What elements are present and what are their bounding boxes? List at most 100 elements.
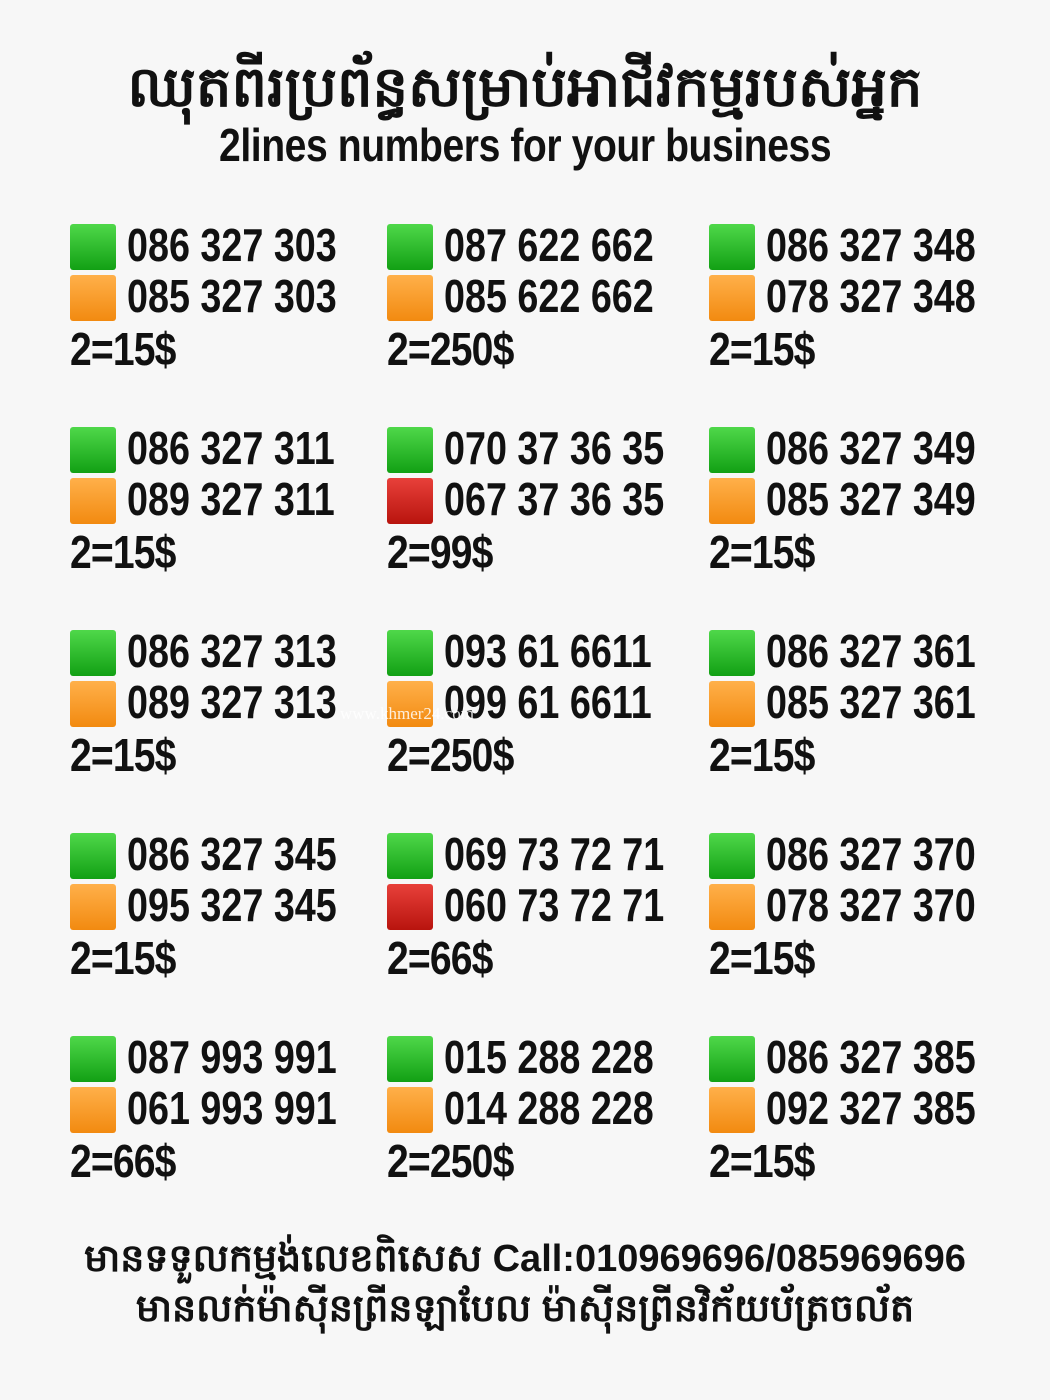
price-label: 2=15$ xyxy=(709,323,815,375)
phone-line: 085 327 349 xyxy=(709,473,1029,525)
orange-square-icon xyxy=(709,884,755,930)
phone-number: 085 622 662 xyxy=(444,270,654,322)
orange-square-icon xyxy=(70,884,116,930)
price-label: 2=66$ xyxy=(70,1135,176,1187)
phone-number: 086 327 361 xyxy=(766,625,976,677)
green-square-icon xyxy=(709,224,755,270)
footer-printer-line: មានលក់ម៉ាស៊ីនព្រីនឡាបែល ម៉ាស៊ីនព្រីនវិក័… xyxy=(135,1288,915,1330)
phone-number: 095 327 345 xyxy=(127,879,337,931)
phone-number: 015 288 228 xyxy=(444,1031,654,1083)
phone-line: 086 327 361 xyxy=(709,625,1029,677)
green-square-icon xyxy=(709,833,755,879)
price-label: 2=15$ xyxy=(70,323,176,375)
phone-line: 061 993 991 xyxy=(70,1082,390,1134)
phone-number: 086 327 385 xyxy=(766,1031,976,1083)
phone-number: 070 37 36 35 xyxy=(444,422,665,474)
phone-line: 089 327 313 xyxy=(70,676,390,728)
green-square-icon xyxy=(387,833,433,879)
phone-line: 060 73 72 71 xyxy=(387,879,707,931)
phone-number: 060 73 72 71 xyxy=(444,879,665,931)
phone-number: 069 73 72 71 xyxy=(444,828,665,880)
phone-line: 086 327 311 xyxy=(70,422,390,474)
orange-square-icon xyxy=(709,681,755,727)
green-square-icon xyxy=(387,1036,433,1082)
price-label: 2=66$ xyxy=(387,932,493,984)
phone-number: 086 327 311 xyxy=(127,422,335,474)
green-square-icon xyxy=(70,1036,116,1082)
number-set-card: 086 327 345 095 327 345 2=15$ xyxy=(70,828,390,1011)
green-square-icon xyxy=(387,427,433,473)
green-square-icon xyxy=(70,630,116,676)
price-label: 2=15$ xyxy=(709,526,815,578)
green-square-icon xyxy=(70,224,116,270)
phone-line: 087 993 991 xyxy=(70,1031,390,1083)
price-label: 2=250$ xyxy=(387,1135,514,1187)
phone-line: 014 288 228 xyxy=(387,1082,707,1134)
phone-number: 086 327 370 xyxy=(766,828,976,880)
orange-square-icon xyxy=(709,478,755,524)
phone-line: 087 622 662 xyxy=(387,219,707,271)
phone-line: 070 37 36 35 xyxy=(387,422,707,474)
phone-number: 067 37 36 35 xyxy=(444,473,665,525)
phone-number: 087 622 662 xyxy=(444,219,654,271)
phone-number: 092 327 385 xyxy=(766,1082,976,1134)
phone-line: 093 61 6611 xyxy=(387,625,707,677)
phone-line: 086 327 349 xyxy=(709,422,1029,474)
orange-square-icon xyxy=(70,1087,116,1133)
phone-line: 095 327 345 xyxy=(70,879,390,931)
phone-number: 078 327 370 xyxy=(766,879,976,931)
green-square-icon xyxy=(70,427,116,473)
orange-square-icon xyxy=(709,1087,755,1133)
phone-line: 086 327 345 xyxy=(70,828,390,880)
phone-number: 085 327 349 xyxy=(766,473,976,525)
phone-line: 089 327 311 xyxy=(70,473,390,525)
number-set-card: 086 327 303 085 327 303 2=15$ xyxy=(70,219,390,402)
phone-line: 099 61 6611 xyxy=(387,676,707,728)
number-set-card: 070 37 36 35 067 37 36 35 2=99$ xyxy=(387,422,707,605)
number-set-card: 086 327 385 092 327 385 2=15$ xyxy=(709,1031,1029,1214)
price-label: 2=15$ xyxy=(709,729,815,781)
phone-line: 069 73 72 71 xyxy=(387,828,707,880)
price-label: 2=15$ xyxy=(70,526,176,578)
number-set-card: 086 327 348 078 327 348 2=15$ xyxy=(709,219,1029,402)
phone-line: 086 327 370 xyxy=(709,828,1029,880)
phone-line: 086 327 385 xyxy=(709,1031,1029,1083)
orange-square-icon xyxy=(70,275,116,321)
number-set-card: 087 993 991 061 993 991 2=66$ xyxy=(70,1031,390,1214)
title-khmer: ឈុតពីរប្រព័ន្ធសម្រាប់អាជីវកម្មរបស់អ្នក xyxy=(127,55,923,118)
phone-number: 086 327 345 xyxy=(127,828,337,880)
phone-line: 078 327 370 xyxy=(709,879,1029,931)
number-set-card: 086 327 370 078 327 370 2=15$ xyxy=(709,828,1029,1011)
orange-square-icon xyxy=(387,275,433,321)
phone-number: 086 327 348 xyxy=(766,219,976,271)
number-set-card: 086 327 313 089 327 313 2=15$ xyxy=(70,625,390,808)
green-square-icon xyxy=(709,1036,755,1082)
phone-line: 085 622 662 xyxy=(387,270,707,322)
orange-square-icon xyxy=(387,681,433,727)
phone-line: 086 327 313 xyxy=(70,625,390,677)
phone-number: 085 327 303 xyxy=(127,270,337,322)
phone-line: 085 327 361 xyxy=(709,676,1029,728)
red-square-icon xyxy=(387,478,433,524)
price-label: 2=99$ xyxy=(387,526,493,578)
green-square-icon xyxy=(709,427,755,473)
orange-square-icon xyxy=(70,478,116,524)
phone-line: 086 327 303 xyxy=(70,219,390,271)
green-square-icon xyxy=(709,630,755,676)
phone-number: 089 327 313 xyxy=(127,676,337,728)
phone-number: 014 288 228 xyxy=(444,1082,654,1134)
number-set-card: 086 327 311 089 327 311 2=15$ xyxy=(70,422,390,605)
phone-line: 015 288 228 xyxy=(387,1031,707,1083)
phone-line: 092 327 385 xyxy=(709,1082,1029,1134)
phone-line: 086 327 348 xyxy=(709,219,1029,271)
phone-number: 099 61 6611 xyxy=(444,676,652,728)
title-english: 2lines numbers for your business xyxy=(218,119,832,171)
number-set-card: 093 61 6611 099 61 6611 2=250$ xyxy=(387,625,707,808)
orange-square-icon xyxy=(70,681,116,727)
number-set-card: 015 288 228 014 288 228 2=250$ xyxy=(387,1031,707,1214)
price-label: 2=15$ xyxy=(709,932,815,984)
phone-number: 078 327 348 xyxy=(766,270,976,322)
green-square-icon xyxy=(387,630,433,676)
green-square-icon xyxy=(70,833,116,879)
price-label: 2=250$ xyxy=(387,729,514,781)
